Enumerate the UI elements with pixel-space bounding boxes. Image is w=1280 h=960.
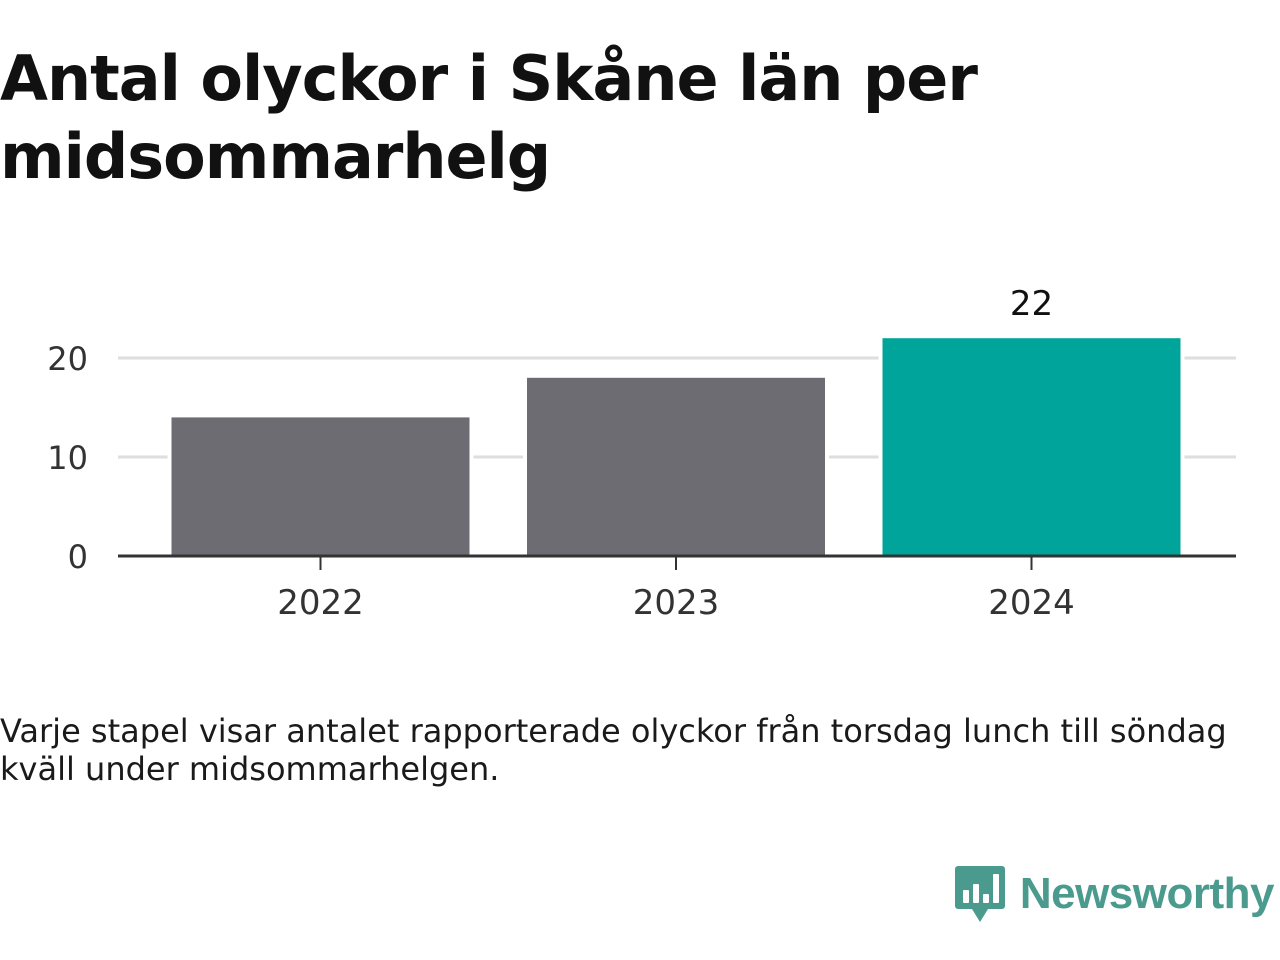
bar-2024 <box>882 338 1181 556</box>
y-tick-label: 0 <box>68 538 88 576</box>
brand-logo[interactable]: Newsworthy <box>954 862 1275 926</box>
y-tick-label: 10 <box>47 439 88 477</box>
bar-2022 <box>171 417 470 556</box>
chart-title: Antal olyckor i Skåne län per midsommarh… <box>0 42 978 193</box>
bar-value-label: 22 <box>1010 284 1053 324</box>
x-axis <box>118 554 1236 570</box>
bar-chart: 0 10 20 2022 2023 2024 22 <box>47 284 1236 623</box>
chart-speech-bubble-icon <box>954 866 1005 922</box>
x-tick-label: 2023 <box>633 583 720 623</box>
brand-name: Newsworthy <box>1019 869 1275 918</box>
chart-caption: Varje stapel visar antalet rapporterade … <box>0 712 1227 788</box>
bar-2023 <box>527 377 825 556</box>
y-tick-label: 20 <box>47 340 88 378</box>
labels: 0 10 20 2022 2023 2024 22 <box>47 284 1074 623</box>
bars <box>167 337 1185 556</box>
x-tick-label: 2022 <box>277 583 364 623</box>
x-tick-label: 2024 <box>988 583 1075 623</box>
